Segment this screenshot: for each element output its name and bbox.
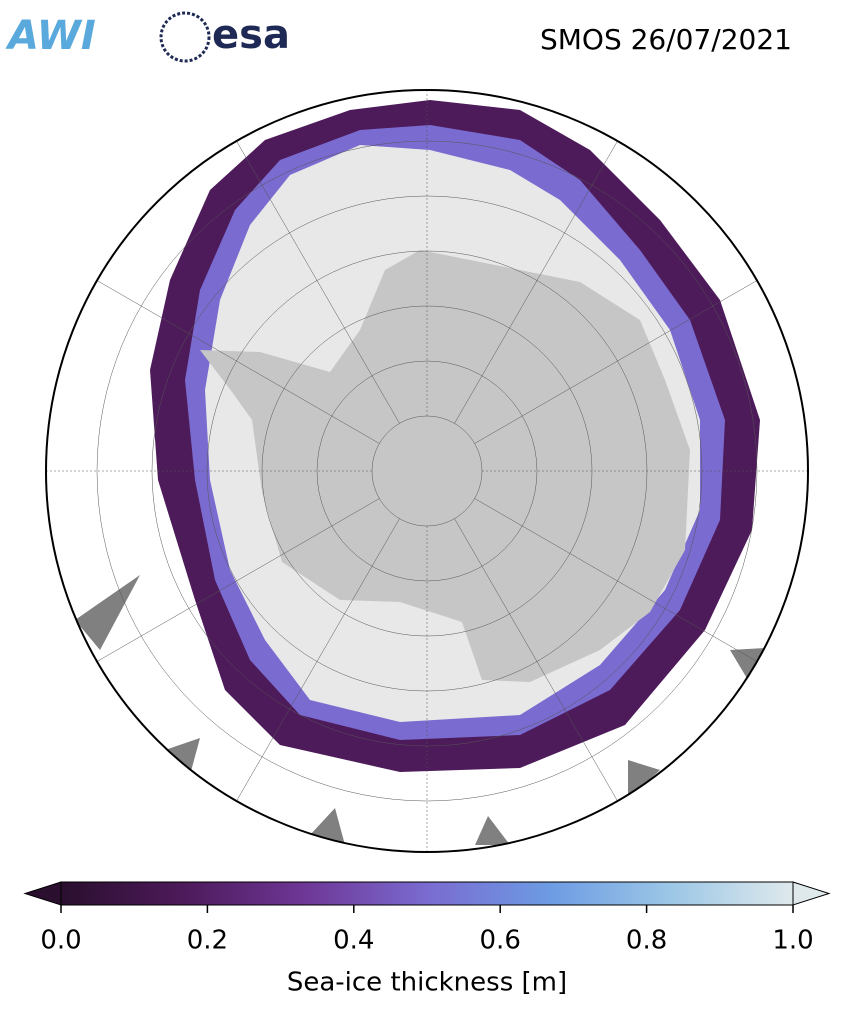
meridian [226, 518, 400, 818]
esa-logo: esa [212, 12, 290, 58]
colorbar-extend-high [792, 881, 831, 906]
meridian [474, 270, 774, 444]
colorbar-tick-label: 0.2 [187, 926, 228, 956]
meridian [80, 270, 380, 444]
parallel [316, 360, 538, 582]
graticule [46, 90, 808, 852]
map-title: SMOS 26/07/2021 [540, 23, 792, 56]
colorbar-tick-label: 0.6 [480, 926, 521, 956]
map-border [45, 89, 809, 853]
colorbar-label: Sea-ice thickness [m] [287, 968, 567, 998]
meridian [226, 124, 400, 424]
meridian [80, 498, 380, 672]
colorbar-tick-label: 0.4 [333, 926, 374, 956]
awi-logo: AWI [5, 13, 96, 59]
antarctica [200, 250, 690, 682]
meridian [454, 124, 628, 424]
meridian [474, 498, 774, 672]
map-area [46, 90, 808, 852]
colorbar-extend-low [23, 881, 62, 906]
meridian [454, 518, 628, 818]
colorbar-tick-label: 0.0 [40, 926, 81, 956]
colorbar-tick-label: 1.0 [772, 926, 813, 956]
colorbar-tick-label: 0.8 [626, 926, 667, 956]
colorbar [60, 881, 794, 906]
esa-emblem [159, 11, 211, 63]
parallel [96, 140, 758, 802]
